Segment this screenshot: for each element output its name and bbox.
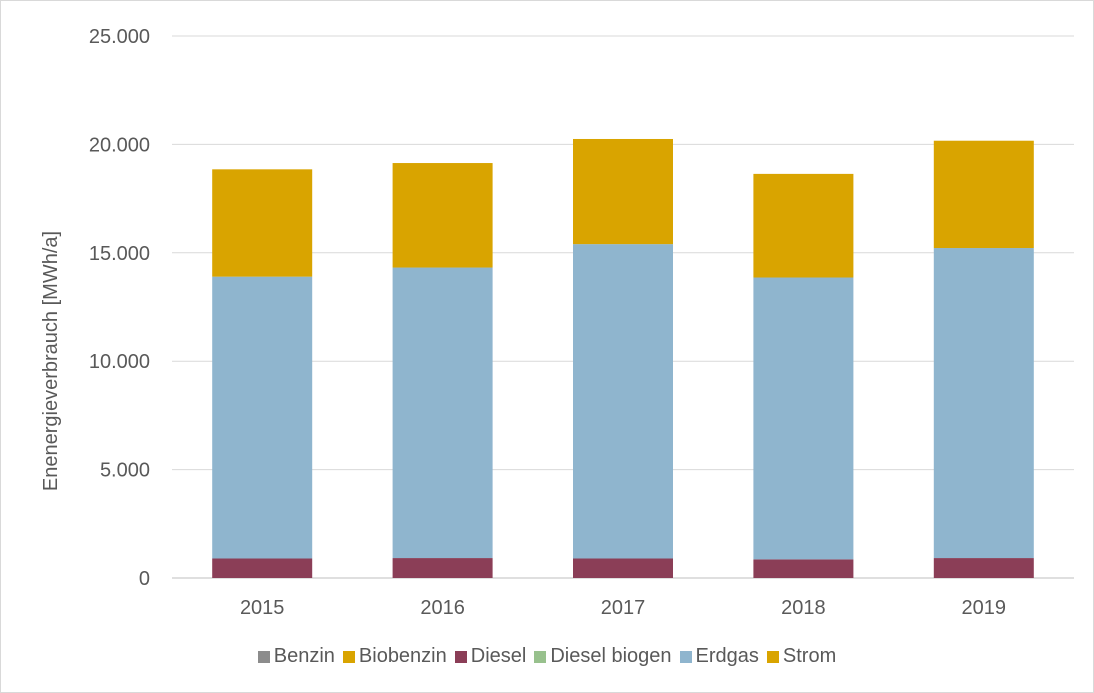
bar-segment-strom-2019 (933, 140, 1034, 249)
legend-label: Diesel (470, 645, 527, 667)
y-tick-label: 5.000 (100, 460, 150, 482)
bar-segment-strom-2017 (573, 138, 673, 245)
legend-swatch (679, 650, 692, 663)
legend: Benzin Biobenzin Diesel Diesel biogen Erdgas… (0, 645, 1094, 668)
bar-segment-erdgas-2015 (212, 276, 313, 559)
bar-segment-strom-2016 (392, 163, 493, 268)
bar-segment-diesel-2018 (753, 559, 854, 578)
legend-item-erdgas: Erdgas (679, 645, 759, 668)
legend-item-diesel-biogen: Diesel biogen (534, 645, 672, 668)
y-axis-ticks: 0 5.000 10.000 15.000 20.000 25.000 (89, 26, 150, 590)
legend-label: Benzin (273, 645, 335, 667)
legend-item-strom: Strom (766, 645, 837, 668)
bar-segment-diesel-2015 (212, 558, 313, 578)
x-axis-ticks: 2015 2016 2017 2018 2019 (240, 597, 1006, 619)
y-axis-label: Enenergieverbrauch [MWh/a] (40, 231, 62, 491)
bar-segment-diesel-2017 (573, 558, 673, 578)
x-tick-label: 2019 (962, 597, 1007, 619)
x-tick-label: 2016 (420, 597, 465, 619)
y-tick-label: 20.000 (89, 134, 150, 156)
legend-label: Diesel biogen (550, 645, 672, 667)
legend-item-biobenzin: Biobenzin (342, 645, 447, 668)
bar-segment-erdgas-2017 (573, 244, 673, 559)
x-tick-label: 2018 (781, 597, 826, 619)
legend-swatch (534, 650, 547, 663)
legend-swatch (454, 650, 467, 663)
x-tick-label: 2017 (601, 597, 646, 619)
bar-segment-erdgas-2019 (933, 248, 1034, 559)
bars (212, 138, 1034, 578)
y-tick-label: 25.000 (89, 26, 150, 48)
legend-swatch (766, 650, 779, 663)
legend-item-diesel: Diesel (454, 645, 527, 668)
bar-segment-diesel-2019 (933, 558, 1034, 578)
legend-label: Erdgas (695, 645, 759, 667)
bar-segment-diesel-2016 (392, 558, 493, 578)
x-tick-label: 2015 (240, 597, 285, 619)
bar-segment-strom-2015 (212, 169, 313, 277)
bar-segment-strom-2018 (753, 173, 854, 278)
legend-swatch (257, 650, 270, 663)
bar-segment-erdgas-2016 (392, 267, 493, 559)
legend-item-benzin: Benzin (257, 645, 335, 668)
y-tick-label: 0 (139, 568, 150, 590)
legend-label: Strom (782, 645, 837, 667)
legend-swatch (342, 650, 355, 663)
bar-segment-erdgas-2018 (753, 277, 854, 560)
legend-label: Biobenzin (358, 645, 447, 667)
y-tick-label: 10.000 (89, 351, 150, 373)
y-tick-label: 15.000 (89, 243, 150, 265)
